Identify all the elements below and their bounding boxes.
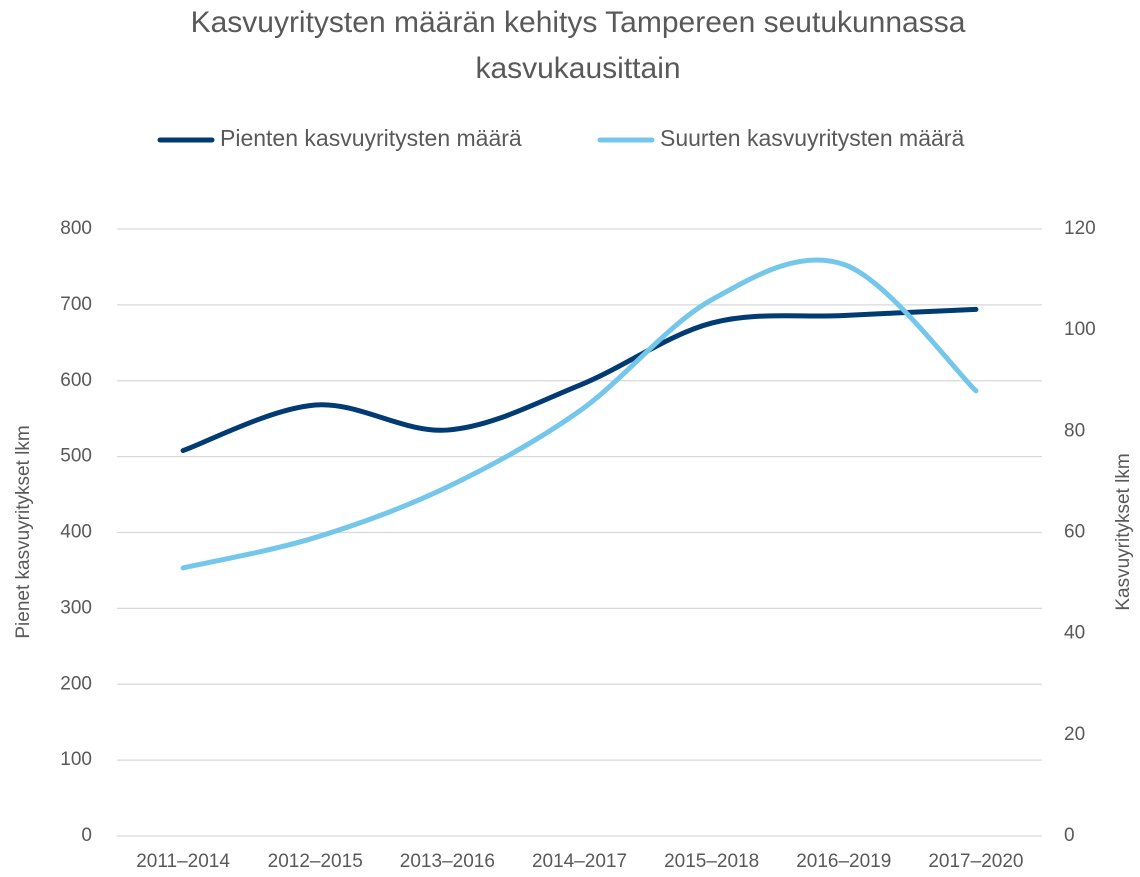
x-tick-label: 2011–2014 xyxy=(136,851,230,872)
y2-tick-label: 0 xyxy=(1064,825,1075,846)
y2-axis-label: Kasvuyritykset lkm xyxy=(1113,453,1134,610)
y-axis-label: Pienet kasvuyritykset lkm xyxy=(13,425,34,638)
x-tick-label: 2017–2020 xyxy=(928,851,1023,872)
y-tick-label: 0 xyxy=(81,825,92,846)
chart-title: kasvukausittain xyxy=(475,52,680,85)
y-tick-label: 800 xyxy=(60,218,92,239)
y2-tick-label: 100 xyxy=(1064,319,1096,340)
x-tick-label: 2015–2018 xyxy=(664,851,759,872)
y-tick-label: 700 xyxy=(60,294,92,315)
chart-title: Kasvuyritysten määrän kehitys Tampereen … xyxy=(191,6,966,39)
y-tick-label: 500 xyxy=(60,446,92,467)
x-tick-label: 2013–2016 xyxy=(400,851,495,872)
y-tick-label: 400 xyxy=(60,522,92,543)
y2-tick-label: 20 xyxy=(1064,724,1085,745)
y2-tick-label: 40 xyxy=(1064,623,1085,644)
y-tick-label: 100 xyxy=(60,749,92,770)
y-tick-label: 600 xyxy=(60,370,92,391)
y2-tick-label: 60 xyxy=(1064,522,1085,543)
x-tick-label: 2014–2017 xyxy=(532,851,627,872)
y-tick-label: 300 xyxy=(60,597,92,618)
legend-label: Pienten kasvuyritysten määrä xyxy=(220,125,522,151)
x-tick-label: 2012–2015 xyxy=(268,851,363,872)
legend-label: Suurten kasvuyritysten määrä xyxy=(660,125,964,151)
y2-tick-label: 120 xyxy=(1064,218,1096,239)
line-series xyxy=(180,257,979,571)
y-tick-label: 200 xyxy=(60,673,92,694)
line-series xyxy=(180,306,979,454)
y2-tick-label: 80 xyxy=(1064,420,1085,441)
x-tick-label: 2016–2019 xyxy=(796,851,891,872)
